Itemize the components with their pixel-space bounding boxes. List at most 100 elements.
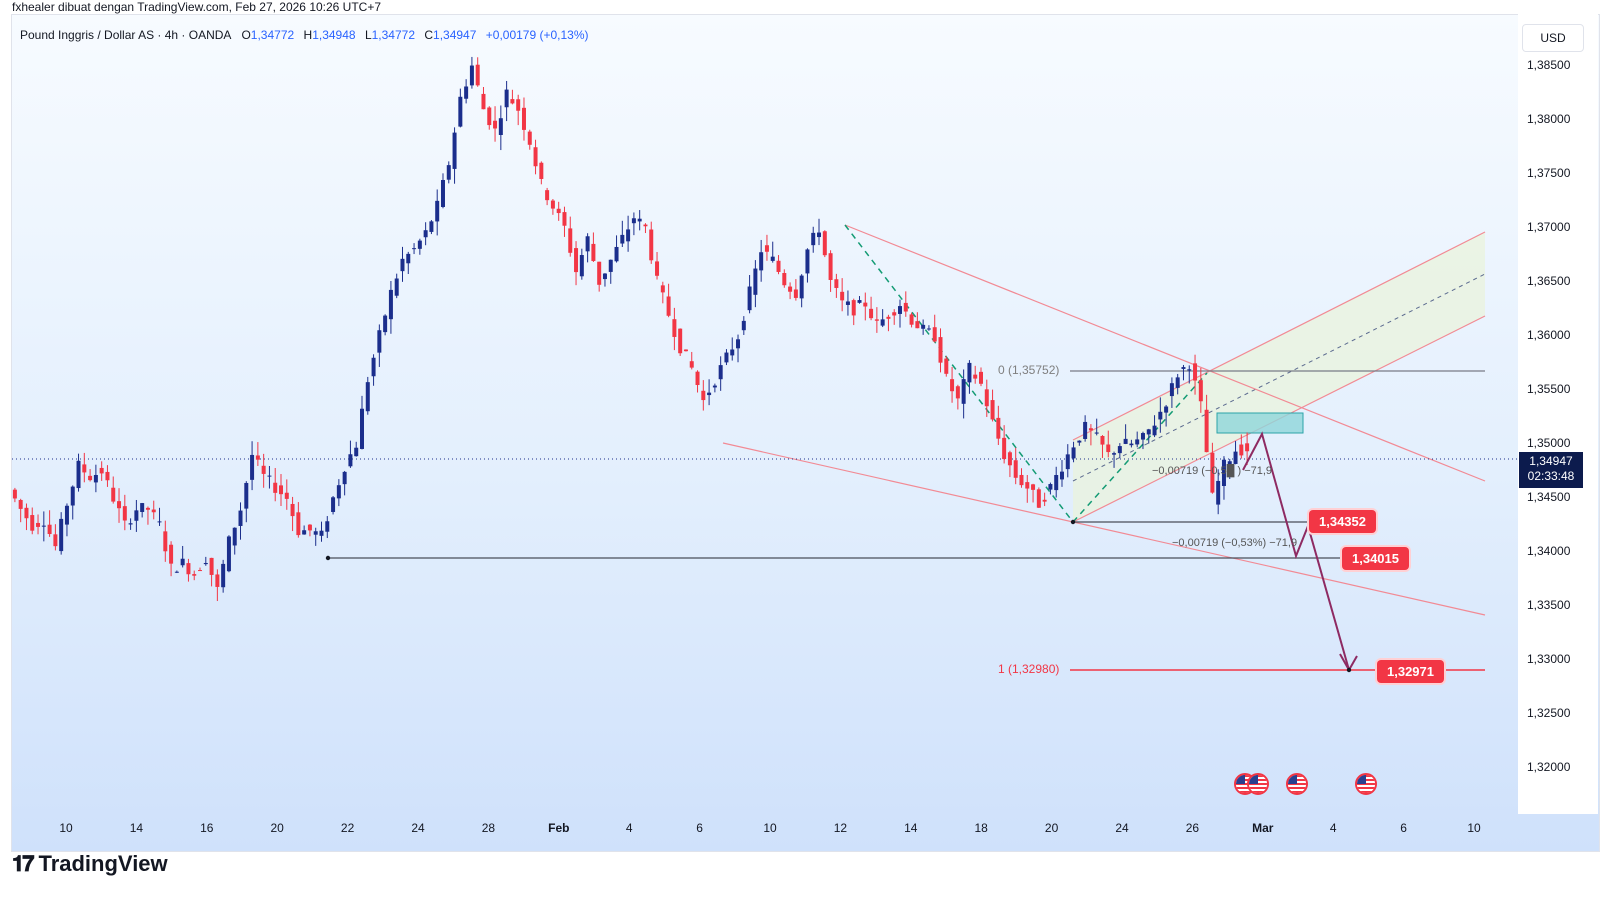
candle-up: [313, 531, 318, 535]
candle-up: [712, 385, 717, 388]
candle-up: [76, 460, 81, 489]
candle-up: [718, 365, 723, 380]
candle-up: [383, 315, 388, 333]
candle-down: [1245, 443, 1250, 452]
open-value: 1,34772: [250, 28, 295, 42]
candle-up: [226, 536, 231, 572]
time-tick: 4: [1329, 821, 1337, 835]
candle-down: [18, 499, 23, 509]
supply-zone: [1216, 412, 1304, 434]
candle-up: [140, 503, 145, 513]
candle-up: [417, 240, 422, 249]
time-tick: 6: [696, 821, 703, 835]
candle-up: [857, 300, 862, 303]
candle-down: [944, 358, 949, 374]
candle-up: [388, 289, 393, 320]
candle-up: [1158, 411, 1163, 420]
target-badge-2: 1,34015: [1342, 547, 1409, 570]
time-tick: 14: [904, 821, 918, 835]
price-tick: 1,33000: [1527, 652, 1571, 667]
candle-up: [348, 454, 353, 467]
candle-down: [481, 93, 486, 110]
candle-up: [637, 218, 642, 222]
candle-up: [400, 258, 405, 272]
candle-up: [1048, 484, 1053, 490]
candle-down: [1210, 452, 1215, 493]
time-tick: 6: [1400, 821, 1407, 835]
candle-down: [973, 374, 978, 379]
candle-down: [1193, 363, 1198, 381]
time-tick: 10: [1467, 821, 1481, 835]
candle-up: [221, 563, 226, 588]
candle-down: [215, 574, 220, 587]
channel-median-line: [1072, 273, 1486, 482]
candle-down: [984, 389, 989, 407]
candle-up: [880, 319, 885, 326]
target-badge-3: 1,32971: [1377, 660, 1444, 683]
time-tick: 10: [59, 821, 73, 835]
candle-up: [250, 454, 255, 480]
candle-down: [510, 99, 515, 104]
candle-up: [747, 286, 752, 311]
drawing-overlays-top: [1242, 431, 1358, 673]
projection-path: [1242, 431, 1350, 671]
candle-down: [527, 131, 532, 145]
price-tick: 1,32000: [1527, 760, 1571, 775]
candle-up: [770, 256, 775, 261]
candle-down: [1100, 435, 1105, 445]
candle-up: [614, 246, 619, 262]
time-tick: 14: [129, 821, 144, 835]
candle-down: [1013, 460, 1018, 478]
target-badge-1: 1,34352: [1309, 510, 1376, 533]
candle-down: [701, 390, 706, 401]
tradingview-wordmark: TradingView: [38, 851, 168, 876]
candle-up: [1059, 471, 1064, 480]
candle-down: [53, 534, 58, 547]
candle-down: [307, 524, 312, 531]
candle-up: [70, 486, 75, 506]
candle-down: [1007, 452, 1012, 466]
current-price-value: 1,34947: [1529, 454, 1573, 468]
candle-down: [597, 261, 602, 285]
symbol-title[interactable]: Pound Inggris / Dollar AS · 4h · OANDA: [20, 28, 232, 42]
candle-up: [319, 530, 324, 536]
candle-down: [996, 417, 1001, 439]
price-tick: 1,38000: [1527, 111, 1571, 126]
candle-up: [232, 527, 237, 546]
candle-down: [30, 515, 35, 531]
candle-up: [469, 65, 474, 86]
candle-up: [377, 330, 382, 353]
candle-down: [487, 107, 492, 126]
candle-down: [192, 574, 197, 576]
candle-down: [1042, 499, 1047, 502]
price-tick: 1,36500: [1527, 274, 1571, 288]
candle-up: [93, 474, 98, 483]
price-axis[interactable]: [1518, 14, 1598, 814]
candle-down: [516, 99, 521, 111]
instrument-legend[interactable]: Pound Inggris / Dollar AS · 4h · OANDA O…: [20, 28, 595, 42]
anchor-point: [1070, 519, 1076, 525]
candle-down: [556, 208, 561, 214]
tradingview-mark-icon: 𝟏𝟕: [12, 851, 35, 876]
tradingview-logo[interactable]: 𝟏𝟕 TradingView: [12, 851, 168, 876]
us-flag-event-icon[interactable]: [1247, 773, 1269, 795]
candle-up: [579, 255, 584, 277]
candle-down: [1036, 489, 1041, 508]
candle-down: [978, 371, 983, 384]
time-tick: 18: [974, 821, 988, 835]
chart-caption: fxhealer dibuat dengan TradingView.com, …: [12, 0, 382, 14]
time-tick: 28: [481, 821, 496, 835]
candle-up: [926, 328, 931, 330]
us-flag-event-icon[interactable]: [1286, 773, 1308, 795]
candle-up: [626, 229, 631, 242]
candle-down: [666, 296, 671, 316]
candle-up: [1123, 438, 1128, 444]
currency-button[interactable]: USD: [1522, 24, 1584, 52]
us-flag-event-icon[interactable]: [1355, 773, 1377, 795]
candle-down: [840, 291, 845, 301]
candle-down: [1204, 409, 1209, 453]
low-value: 1,34772: [371, 28, 416, 42]
measure-label-2: −0,00719 (−0,53%) −71,9: [1172, 537, 1298, 549]
candle-down: [1198, 380, 1203, 402]
